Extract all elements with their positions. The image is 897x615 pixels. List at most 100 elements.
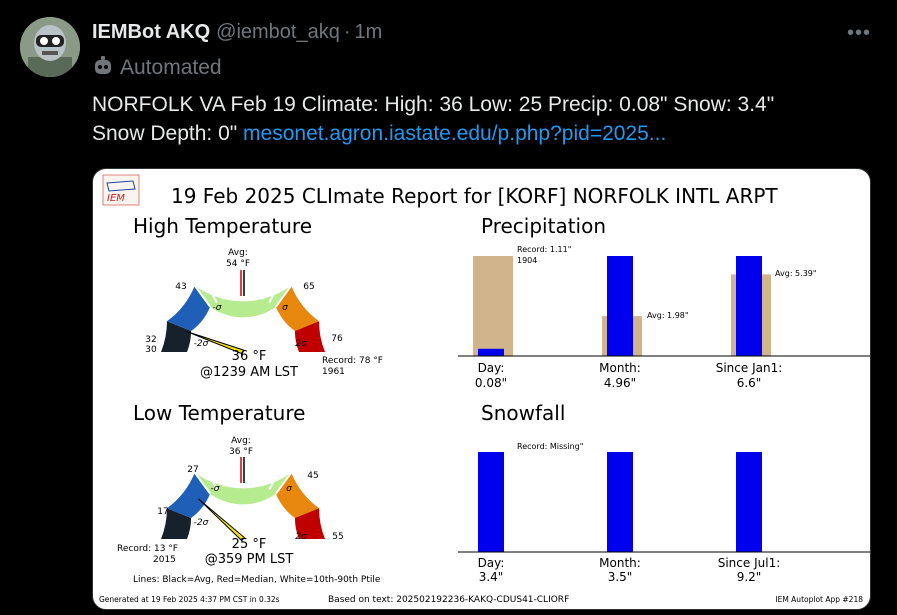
high-tick-32: 32	[145, 335, 156, 345]
high-gauge-normal-band	[194, 285, 292, 318]
low-gauge-plus-sigma-band	[275, 472, 320, 519]
low-gauge-needle	[198, 498, 246, 542]
user-handle[interactable]: @iembot_akq	[216, 20, 340, 43]
precip-day-label: Day:	[478, 361, 505, 375]
high-tick-65: 65	[303, 282, 314, 292]
snow-since-label: Since Jul1:	[718, 556, 781, 570]
snow-bar	[607, 452, 633, 552]
low-tick-55: 55	[332, 532, 343, 542]
precip-month-value: 4.96"	[604, 376, 636, 390]
high-sigma-m1: -σ	[213, 303, 222, 313]
footer-app: IEM Autoplot App #218	[775, 595, 863, 604]
high-temp-title: High Temperature	[133, 214, 312, 238]
high-tick-43: 43	[175, 282, 186, 292]
low-value: 25 °F	[232, 537, 267, 552]
low-gauge-tick	[253, 458, 262, 485]
low-gauge-tick	[193, 472, 211, 495]
high-gauge-tick	[245, 270, 250, 297]
low-gauge-tick	[236, 457, 241, 484]
low-record-label: Record: 13 °F	[117, 544, 178, 554]
low-gauge-tick	[245, 457, 250, 484]
high-sigma-p2: 2σ	[295, 339, 307, 349]
high-gauge-tick	[193, 285, 211, 308]
snow-chart	[478, 452, 762, 552]
iem-logo: IEM	[102, 174, 140, 206]
low-temp-title: Low Temperature	[133, 401, 305, 425]
low-tick-27: 27	[187, 465, 198, 475]
display-name[interactable]: IEMBot AKQ	[92, 20, 211, 43]
low-temp-gauge	[161, 457, 325, 542]
snow-month-value: 3.5"	[608, 570, 633, 584]
precip-title: Precipitation	[481, 214, 606, 238]
tweet-text-line2: Snow Depth: 0"	[92, 122, 244, 145]
precip-since-value: 6.6"	[737, 376, 762, 390]
climate-report-image[interactable]: IEM 19 Feb 2025 CLImate Report for [KORF…	[92, 168, 871, 610]
lines-legend: Lines: Black=Avg, Red=Median, White=10th…	[133, 575, 381, 585]
low-sigma-m1: -σ	[211, 484, 220, 494]
tweet-text: NORFOLK VA Feb 19 Climate: High: 36 Low:…	[92, 90, 882, 148]
low-tick-17: 17	[157, 507, 168, 517]
low-sigma-p2: 2σ	[295, 532, 307, 542]
timestamp[interactable]: 1m	[354, 20, 383, 43]
high-gauge-tick	[253, 271, 262, 298]
low-gauge-tick	[268, 466, 283, 491]
footer-based-on: Based on text: 202502192236-KAKQ-CDUS41-…	[328, 595, 569, 605]
high-gauge-minus-sigma-band	[166, 285, 211, 332]
automated-badge: Automated	[92, 55, 222, 81]
low-gauge-minus-sigma-band	[166, 472, 211, 519]
precip-record-year: 1904	[517, 256, 537, 265]
footer-generated: Generated at 19 Feb 2025 4:37 PM CST in …	[99, 595, 280, 604]
low-gauge-normal-band	[194, 472, 292, 505]
precip-record-label: Record: 1.11"	[517, 245, 571, 254]
low-sigma-p1: σ	[286, 484, 292, 494]
high-gauge-tick	[268, 279, 283, 304]
precip-chart	[473, 256, 771, 356]
high-avg-label: Avg:	[228, 248, 248, 258]
low-gauge-tick	[224, 458, 233, 485]
report-title: 19 Feb 2025 CLImate Report for [KORF] NO…	[171, 184, 778, 208]
bot-icon	[92, 55, 114, 82]
automated-label: Automated	[120, 56, 222, 79]
low-sigma-m2: -2σ	[194, 518, 209, 528]
snow-day-label: Day:	[478, 556, 505, 570]
low-record-year: 2015	[153, 555, 176, 565]
precip-bar	[478, 348, 504, 356]
snow-bar	[736, 452, 762, 552]
precip-bar	[736, 256, 762, 356]
high-temp-gauge	[161, 270, 325, 355]
low-gauge-tick	[261, 461, 272, 487]
high-gauge-tick	[214, 274, 225, 300]
high-gauge-plus-2sigma-band	[294, 321, 325, 352]
high-gauge-tick	[203, 279, 218, 304]
tweet-link[interactable]: mesonet.agron.iastate.edu/p.php?pid=2025…	[243, 122, 667, 145]
low-avg-label: Avg:	[231, 436, 251, 446]
avatar[interactable]	[20, 17, 80, 77]
high-gauge-needle	[186, 331, 245, 355]
low-gauge-plus-2sigma-band	[294, 508, 325, 539]
precip-month-avg: Avg: 1.98"	[647, 311, 689, 320]
precip-day-value: 0.08"	[475, 376, 507, 390]
high-record-label: Record: 78 °F	[322, 356, 383, 366]
precip-since-label: Since Jan1:	[716, 361, 783, 375]
low-gauge-tick	[275, 472, 293, 495]
high-gauge-minus-2sigma-band	[161, 321, 192, 352]
high-gauge-tick	[275, 285, 293, 308]
tweet-text-line1: NORFOLK VA Feb 19 Climate: High: 36 Low:…	[92, 93, 775, 116]
snow-day-value: 3.4"	[479, 570, 504, 584]
snow-since-value: 9.2"	[737, 570, 762, 584]
high-tick-76: 76	[331, 334, 343, 344]
high-tick-30: 30	[145, 345, 157, 355]
high-record-year: 1961	[322, 367, 345, 377]
high-sigma-p1: σ	[282, 303, 288, 313]
low-time: @359 PM LST	[205, 552, 294, 567]
low-gauge-tick	[203, 466, 218, 491]
high-gauge-tick	[236, 270, 241, 297]
high-avg-value: 54 °F	[226, 259, 250, 269]
low-avg-value: 36 °F	[229, 447, 253, 457]
precip-avg-bar	[473, 256, 513, 356]
high-time: @1239 AM LST	[200, 365, 298, 380]
low-gauge-minus-2sigma-band	[161, 508, 192, 539]
high-gauge-tick	[261, 274, 272, 300]
logo-text: IEM	[107, 193, 125, 204]
more-options-icon[interactable]: •••	[846, 22, 871, 44]
